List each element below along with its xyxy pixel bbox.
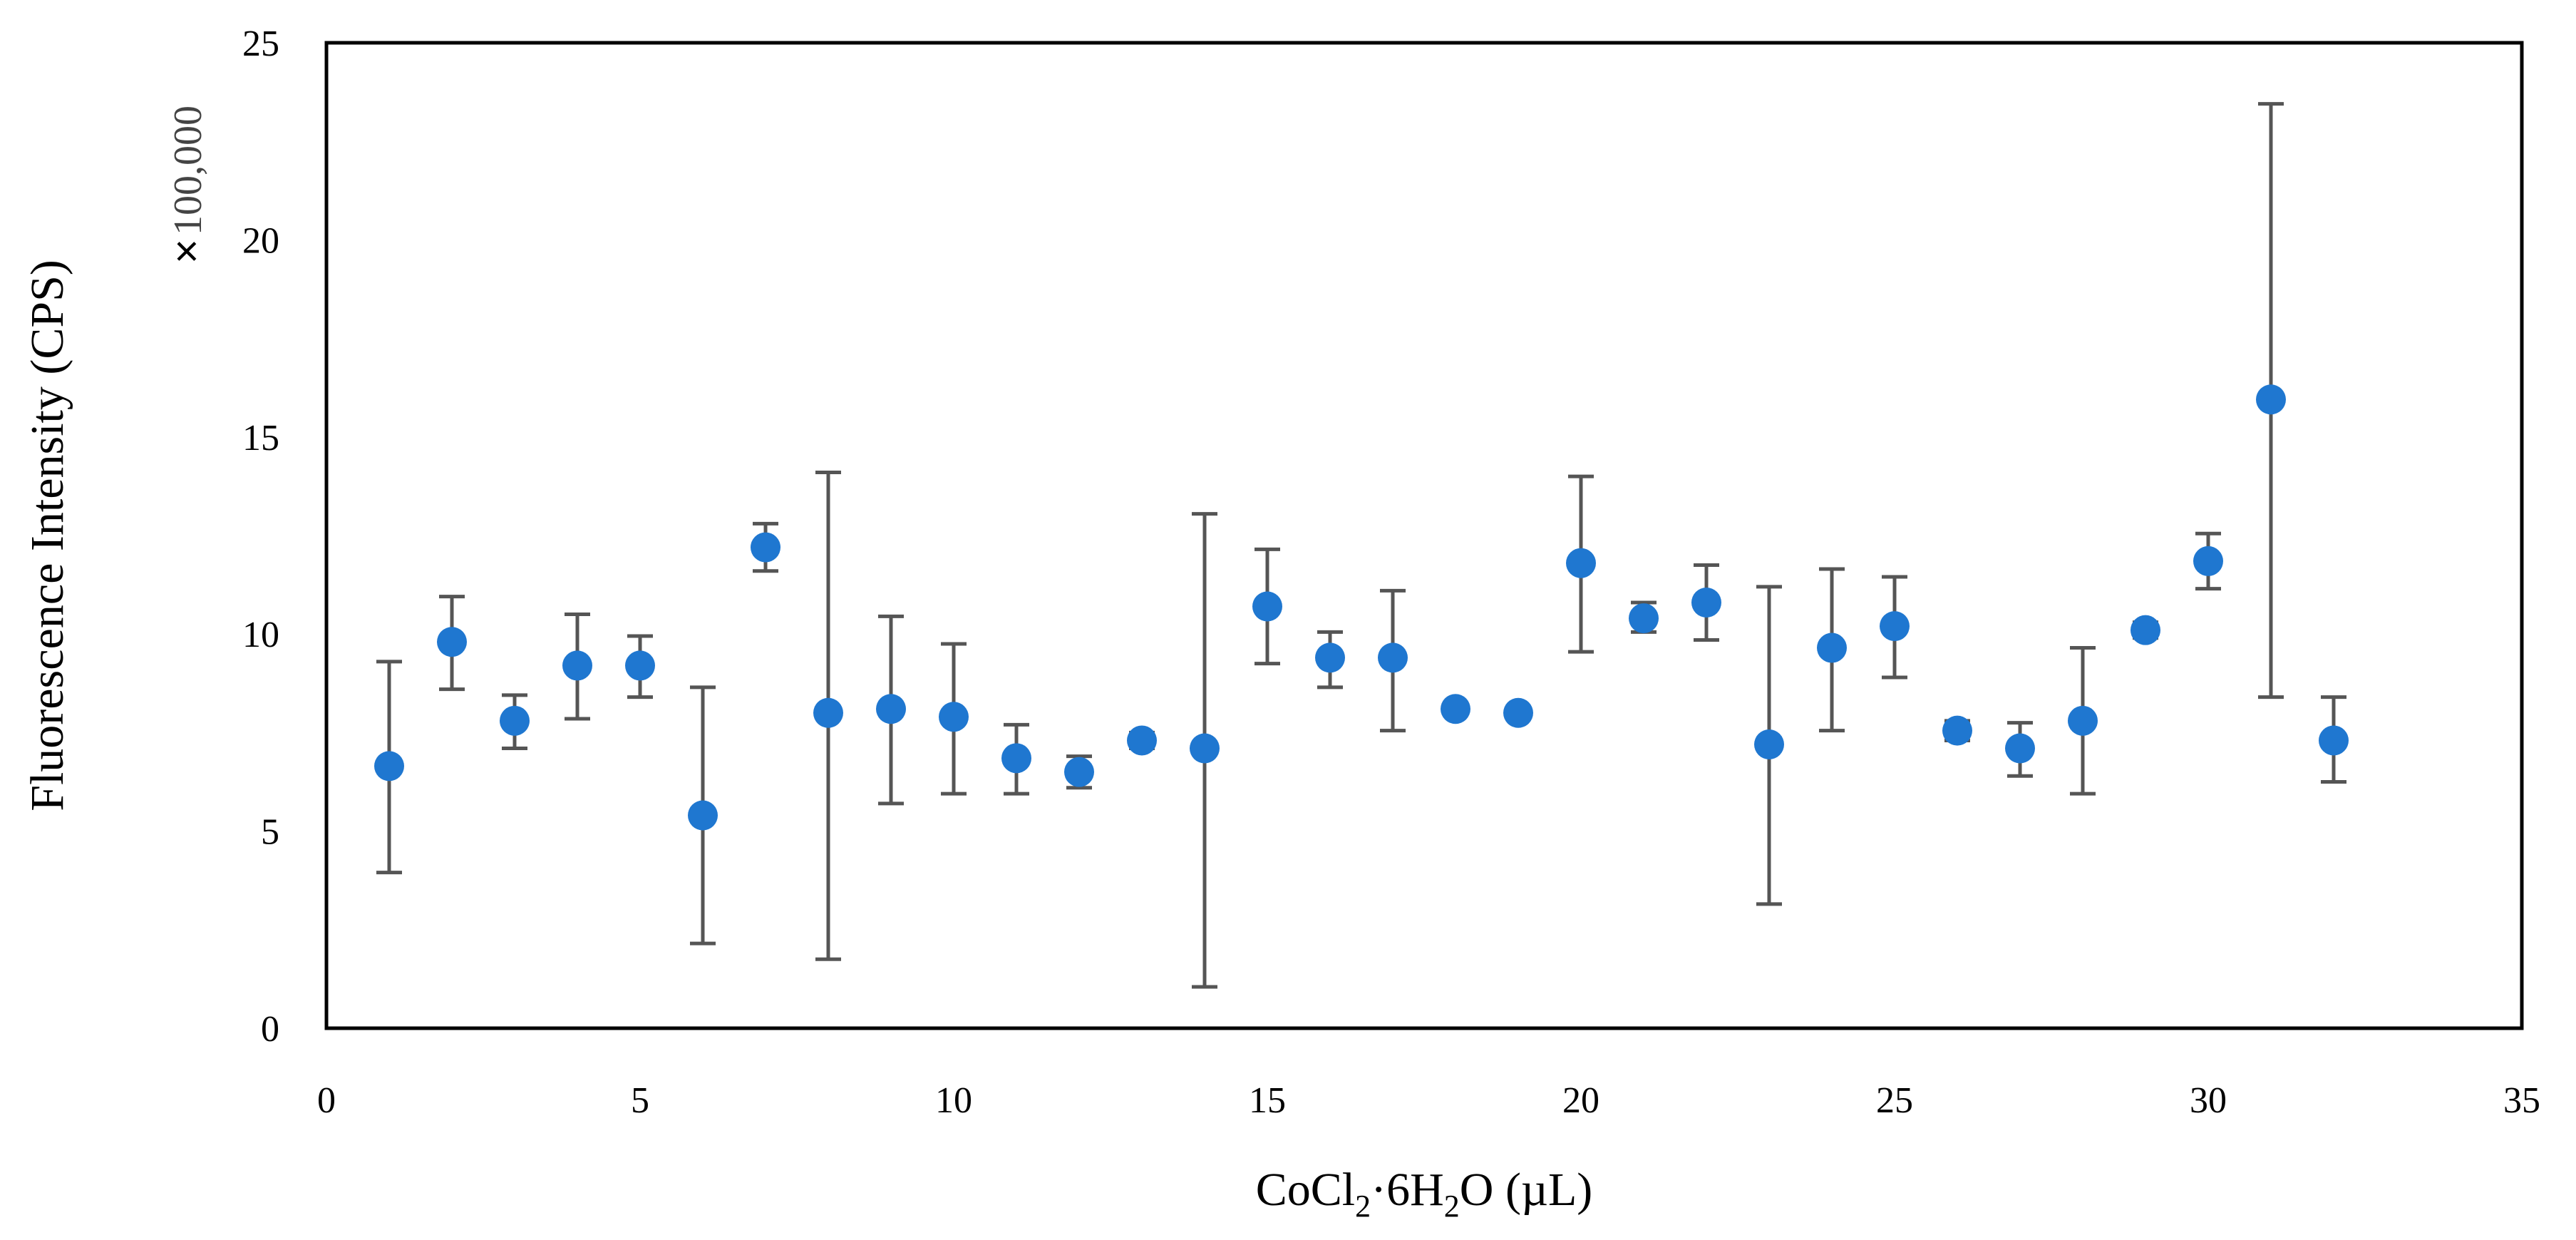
- x-tick-label: 25: [1876, 1080, 1913, 1121]
- y-tick-label: 15: [242, 418, 279, 458]
- y-tick-label: 0: [261, 1009, 279, 1050]
- data-point: [751, 532, 780, 563]
- x-tick-label: 0: [317, 1080, 336, 1121]
- y-tick-label: 25: [242, 24, 279, 64]
- data-point: [1127, 725, 1157, 756]
- data-point: [625, 650, 655, 681]
- data-point: [2319, 725, 2349, 756]
- x-tick-label: 20: [1562, 1080, 1599, 1121]
- data-point: [500, 705, 530, 736]
- data-point: [1315, 642, 1345, 673]
- data-point: [1190, 733, 1220, 764]
- data-point: [1064, 757, 1094, 787]
- data-point: [688, 800, 718, 831]
- data-point: [1754, 729, 1784, 759]
- x-tick-label: 35: [2503, 1080, 2540, 1121]
- data-point: [876, 694, 906, 724]
- x-axis-title-part3: O (µL): [1460, 1164, 1592, 1216]
- x-tick-label: 15: [1249, 1080, 1286, 1121]
- data-point: [1001, 743, 1031, 774]
- x-axis-title-sub2: 2: [1444, 1189, 1460, 1224]
- x-axis-title-sub1: 2: [1355, 1189, 1371, 1224]
- data-point: [1880, 611, 1910, 642]
- x-axis-title-part1: CoCl: [1256, 1164, 1355, 1216]
- data-point: [437, 627, 467, 657]
- x-axis-tick-labels: 0 5 10 15 20 25 30 35: [317, 1080, 2540, 1121]
- data-point: [1503, 697, 1533, 728]
- y-multiplier-value: 100,000: [166, 106, 210, 235]
- data-point: [939, 702, 969, 732]
- data-point: [1942, 715, 1972, 746]
- data-point: [1629, 603, 1659, 634]
- data-point: [1691, 587, 1721, 618]
- y-multiplier-symbol: ×: [163, 239, 210, 264]
- x-tick-label: 30: [2190, 1080, 2227, 1121]
- y-axis-title: Fluorescence Intensity (CPS): [21, 260, 73, 811]
- x-tick-label: 10: [935, 1080, 972, 1121]
- data-point: [2256, 384, 2286, 415]
- y-tick-label: 20: [242, 220, 279, 261]
- x-axis-title-part2: ·6H: [1371, 1164, 1444, 1216]
- data-points: [374, 384, 2349, 831]
- data-point: [1252, 591, 1282, 622]
- data-point: [1566, 548, 1596, 578]
- data-point: [1378, 642, 1408, 673]
- y-axis-tick-labels: 0 5 10 15 20 25: [242, 24, 279, 1050]
- x-axis-title: CoCl2·6H2O (µL): [1256, 1164, 1593, 1224]
- data-point: [2131, 615, 2160, 645]
- plot-area-frame: [324, 41, 2524, 1030]
- data-point: [2005, 733, 2035, 764]
- y-tick-label: 5: [261, 812, 279, 853]
- data-point: [2068, 705, 2098, 736]
- x-tick-label: 5: [631, 1080, 649, 1121]
- data-point: [1441, 694, 1470, 724]
- data-point: [813, 697, 843, 728]
- data-point: [562, 650, 592, 681]
- data-point: [374, 751, 404, 782]
- y-tick-label: 10: [242, 615, 279, 655]
- data-point: [2193, 545, 2223, 576]
- data-point: [1817, 632, 1847, 663]
